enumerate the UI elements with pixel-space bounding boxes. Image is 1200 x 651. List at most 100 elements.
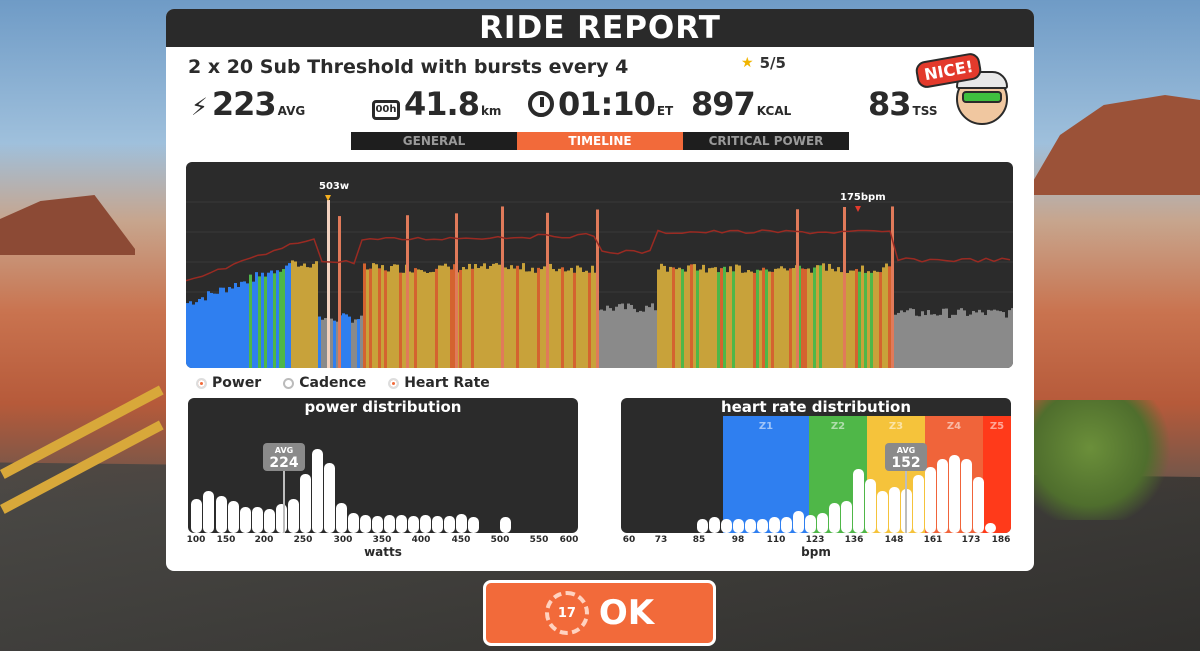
power-bar — [804, 269, 807, 368]
power-bar — [723, 266, 726, 368]
legend-label: Power — [212, 375, 262, 391]
power-bolt-icon: ⚡ — [191, 93, 208, 121]
power-bar — [675, 269, 678, 368]
hr-distribution-ticks: 60 73 85 98 110 123 136 148 161 173 186 — [621, 535, 1011, 547]
power-bar — [600, 309, 603, 368]
hr-dist-bar — [889, 487, 900, 533]
power-bar — [300, 265, 303, 368]
power-bar — [480, 266, 483, 368]
axis-tick-label: 136 — [844, 535, 864, 545]
axis-tick-label: 110 — [766, 535, 786, 545]
power-bar — [924, 315, 927, 368]
hr-dist-bar — [937, 459, 948, 533]
power-bar — [780, 266, 783, 368]
axis-tick-label: 300 — [333, 535, 353, 545]
power-bar — [246, 283, 249, 368]
power-spike — [843, 206, 846, 368]
power-bar — [354, 319, 357, 368]
hr-dist-bar — [985, 523, 996, 533]
tab-timeline[interactable]: TIMELINE — [517, 132, 683, 150]
hr-zone-band — [983, 416, 1011, 533]
power-bar — [870, 272, 873, 368]
tab-general[interactable]: GENERAL — [402, 134, 466, 148]
power-bar — [321, 319, 324, 368]
power-bar — [666, 271, 669, 368]
power-bar — [621, 303, 624, 368]
ride-stats: ⚡ 223 AVG 00h 41.8 km 01:10 ET 897 KCAL … — [166, 85, 1034, 125]
power-bar — [1011, 308, 1013, 368]
power-bar — [699, 269, 702, 368]
power-dist-bar — [384, 515, 395, 533]
power-bar — [348, 316, 351, 368]
power-bar — [534, 272, 537, 368]
power-bar — [876, 271, 879, 368]
ok-button-label: OK — [598, 593, 655, 633]
power-bar — [1005, 317, 1008, 368]
power-dist-bar — [240, 507, 251, 533]
power-bar — [801, 268, 804, 368]
power-bar — [753, 272, 756, 368]
hr-dist-bar — [913, 475, 924, 533]
legend-cadence[interactable]: Cadence — [283, 375, 366, 391]
stat-power: ⚡ 223 AVG — [191, 85, 305, 123]
legend-heart-rate[interactable]: Heart Rate — [388, 375, 490, 391]
power-bar — [636, 312, 639, 368]
power-bar — [726, 272, 729, 368]
power-bar — [921, 311, 924, 368]
tab-critical-power[interactable]: CRITICAL POWER — [708, 134, 824, 148]
power-bar — [495, 263, 498, 368]
power-bar — [249, 274, 252, 368]
power-bar — [255, 272, 258, 368]
power-spike — [796, 209, 799, 368]
hr-dist-bar — [973, 477, 984, 533]
power-bar — [357, 319, 360, 368]
power-bar — [912, 309, 915, 368]
power-bar — [432, 271, 435, 368]
power-bar — [564, 271, 567, 368]
power-bar — [270, 270, 273, 368]
power-bar — [819, 265, 822, 368]
power-bar — [342, 313, 345, 368]
power-bar — [855, 269, 858, 368]
hr-dist-bar — [721, 519, 732, 533]
power-bar — [624, 309, 627, 368]
power-bar — [570, 267, 573, 368]
radio-icon — [196, 377, 207, 389]
hr-dist-bar — [757, 519, 768, 533]
power-bar — [213, 293, 216, 368]
power-spike — [596, 209, 599, 368]
power-bar — [948, 317, 951, 368]
axis-tick-label: 148 — [884, 535, 904, 545]
power-bar — [252, 281, 255, 368]
ok-button[interactable]: 17 OK — [483, 580, 716, 646]
hr-dist-bar — [733, 519, 744, 533]
power-bar — [678, 267, 681, 368]
power-dist-bar — [396, 515, 407, 533]
power-bar — [552, 269, 555, 368]
power-bar — [222, 287, 225, 368]
power-bar — [237, 286, 240, 368]
power-bar — [510, 265, 513, 368]
power-bar — [444, 263, 447, 368]
ride-report-panel: RIDE REPORT 2 x 20 Sub Threshold with bu… — [166, 9, 1034, 571]
power-spike — [891, 206, 894, 368]
power-bar — [201, 297, 204, 368]
power-bar — [630, 304, 633, 368]
power-bar — [810, 272, 813, 368]
power-bar — [654, 310, 657, 368]
axis-tick-label: 400 — [411, 535, 431, 545]
power-bar — [729, 266, 732, 368]
power-avg-marker — [263, 443, 305, 471]
power-bar — [390, 266, 393, 368]
power-dist-bar — [300, 474, 311, 533]
power-bar — [864, 272, 867, 368]
power-dist-bar — [276, 504, 287, 533]
workout-title: 2 x 20 Sub Threshold with bursts every 4 — [188, 56, 629, 78]
power-bar — [315, 261, 318, 368]
axis-tick-label: 450 — [451, 535, 471, 545]
legend-power[interactable]: Power — [196, 375, 261, 391]
power-bar — [960, 308, 963, 368]
hr-axis-label: bpm — [801, 545, 831, 559]
power-bar — [894, 314, 897, 368]
